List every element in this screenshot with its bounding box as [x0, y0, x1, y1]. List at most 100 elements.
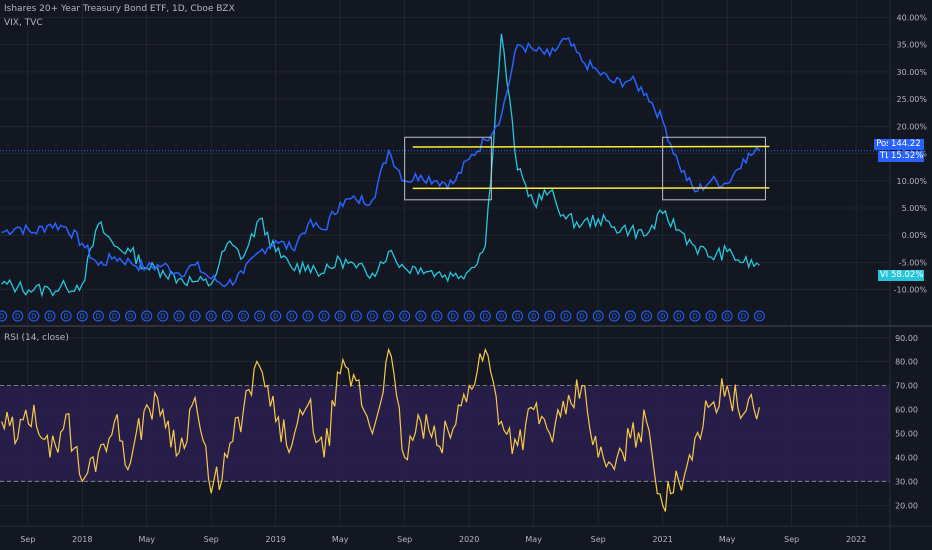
x-tick-label: 2019 [266, 535, 286, 544]
dividend-marker [366, 310, 378, 322]
dividend-marker [383, 310, 395, 322]
dividend-marker [270, 310, 282, 322]
dividend-marker [447, 310, 459, 322]
dividend-marker-label: D [112, 313, 117, 321]
vix-label-tag: VIX [877, 270, 896, 281]
compare-series-title[interactable]: VIX, TVC [4, 18, 43, 28]
dividend-marker-label: D [676, 313, 681, 321]
dividend-marker-label: D [434, 313, 439, 321]
y-tick-label: 0.00% [902, 231, 928, 240]
dividend-marker [157, 310, 169, 322]
rsi-indicator-title[interactable]: RSI (14, close) [4, 333, 69, 343]
dividend-marker-label: D [660, 313, 665, 321]
dividend-marker-label: D [321, 313, 326, 321]
dividend-marker [608, 310, 620, 322]
dividend-marker [318, 310, 330, 322]
y-tick-label: 5.00% [902, 204, 928, 213]
x-tick-label: 2018 [72, 535, 92, 544]
dividend-marker [221, 310, 233, 322]
dividend-marker-label: D [531, 313, 536, 321]
dividend-marker-label: D [225, 313, 230, 321]
dividend-marker-label: D [273, 313, 278, 321]
dividend-marker [350, 310, 362, 322]
time-axis-labels[interactable]: Sep 2018 May Sep 2019 May Sep 2020 May Sep 2021 May… [20, 535, 866, 544]
rsi-band [0, 385, 890, 482]
dividend-marker-label: D [160, 313, 165, 321]
y-tick-label: 25.00% [896, 95, 927, 104]
dividend-marker-label: D [209, 313, 214, 321]
dividend-marker-label: D [176, 313, 181, 321]
dividend-marker-label: D [370, 313, 375, 321]
dividend-marker-label: D [31, 313, 36, 321]
dividend-marker-label: D [628, 313, 633, 321]
dividend-marker [560, 310, 572, 322]
dividend-marker-label: D [338, 313, 343, 321]
dividend-marker [673, 310, 685, 322]
rsi-tick-label: 60.00 [895, 406, 918, 415]
dividend-marker [463, 310, 475, 322]
dividend-marker-label: D [241, 313, 246, 321]
support-resistance-line [412, 145, 770, 148]
vix-value-tag: 58.02% [888, 270, 924, 281]
dividend-marker-label: D [47, 313, 52, 321]
y-tick-label: -10.00% [894, 286, 928, 295]
dividend-marker [12, 310, 24, 322]
dividend-marker [44, 310, 56, 322]
dividend-marker-label: D [354, 313, 359, 321]
rsi-series-line [1, 347, 760, 512]
dividend-marker [721, 310, 733, 322]
dividend-marker-label: D [402, 313, 407, 321]
dividend-marker [76, 310, 88, 322]
dividend-marker-label: D [483, 313, 488, 321]
dividend-marker [576, 310, 588, 322]
dividend-marker-label: D [96, 313, 101, 321]
y-tick-label: 20.00% [896, 122, 927, 131]
tlt-series-line [1, 36, 760, 288]
y-tick-label: 40.00% [896, 13, 927, 22]
dividend-marker [173, 310, 185, 322]
dividend-marker-label: D [80, 313, 85, 321]
dividend-marker [237, 310, 249, 322]
x-tick-label: 2022 [846, 535, 866, 544]
dividend-marker [125, 310, 137, 322]
dividend-marker-label: D [305, 313, 310, 321]
dividend-marker-label: D [257, 313, 262, 321]
main-series-title[interactable]: Ishares 20+ Year Treasury Bond ETF, 1D, … [4, 4, 235, 14]
dividend-marker-label: D [563, 313, 568, 321]
annotation-layer[interactable] [404, 136, 770, 201]
dividend-marker [0, 310, 8, 322]
dividend-marker [399, 310, 411, 322]
dividend-marker-label: D [547, 313, 552, 321]
dividend-marker [657, 310, 669, 322]
dividend-marker-label: D [579, 313, 584, 321]
x-tick-label: May [332, 535, 349, 544]
dividend-marker-label: D [15, 313, 20, 321]
dividend-marker-label: D [708, 313, 713, 321]
dividend-marker [60, 310, 72, 322]
tlt-label-tag: TLT [878, 151, 896, 162]
dividend-marker [28, 310, 40, 322]
x-tick-label: Sep [204, 535, 219, 544]
dividend-marker-label: D [128, 313, 133, 321]
rsi-tick-label: 20.00 [895, 501, 918, 510]
post-value-tag: 144.22 [888, 139, 924, 150]
x-tick-label: 2020 [459, 535, 479, 544]
dividend-marker [189, 310, 201, 322]
dividend-marker [479, 310, 491, 322]
x-tick-label: 2021 [652, 535, 672, 544]
dividend-marker [512, 310, 524, 322]
dividend-marker [415, 310, 427, 322]
tlt-value-tag: 15.52% [888, 151, 924, 162]
x-tick-label: May [525, 535, 542, 544]
dividend-marker-label: D [386, 313, 391, 321]
rsi-tick-label: 80.00 [895, 358, 918, 367]
dividend-marker-label: D [289, 313, 294, 321]
dividend-marker-label: D [757, 313, 762, 321]
support-resistance-line [412, 187, 770, 190]
rsi-axis-labels[interactable]: 90.00 80.00 70.00 60.00 50.00 40.00 30.00 20.00 [895, 334, 918, 510]
x-tick-label: Sep [20, 535, 35, 544]
x-tick-label: May [719, 535, 736, 544]
dividend-marker [431, 310, 443, 322]
y-tick-label: 10.00% [896, 177, 927, 186]
